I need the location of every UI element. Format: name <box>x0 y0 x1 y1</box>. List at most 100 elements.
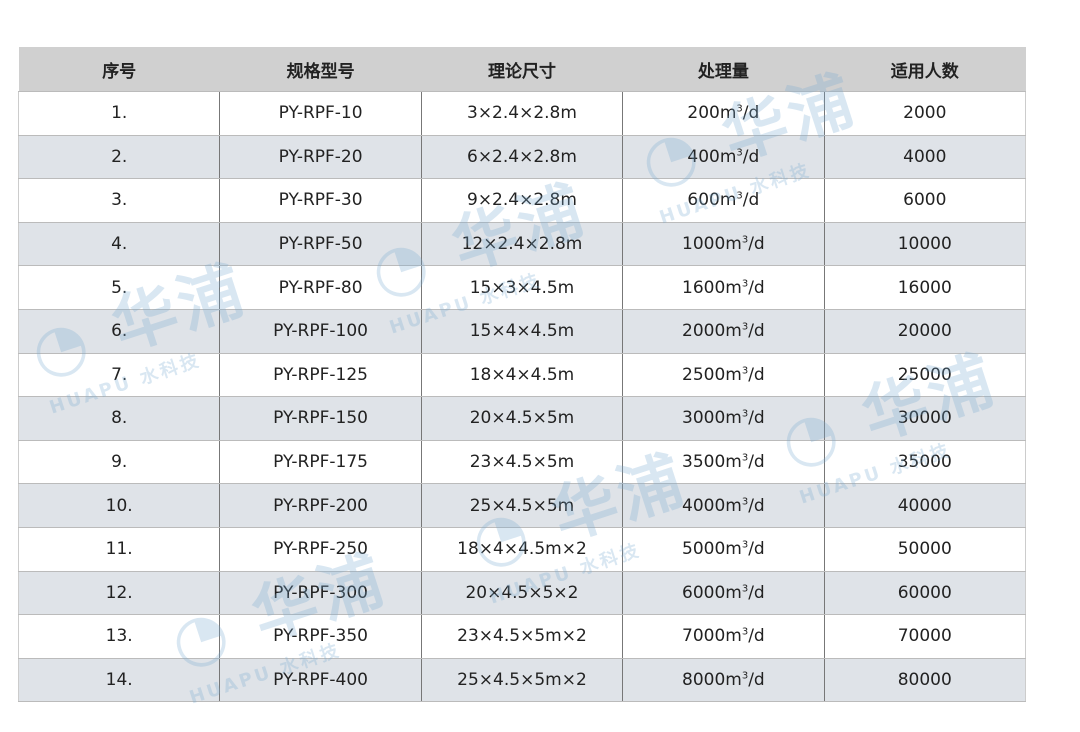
cell-capacity: 400m3/d <box>622 135 825 180</box>
cell-no: 13. <box>17 614 220 659</box>
cell-no: 10. <box>17 483 220 528</box>
cell-no: 8. <box>17 396 220 441</box>
cell-capacity: 8000m3/d <box>622 658 825 703</box>
capacity-value: 7000 <box>682 626 726 647</box>
capacity-value: 4000 <box>682 495 726 516</box>
cell-model: PY-RPF-200 <box>219 483 422 528</box>
cell-model: PY-RPF-100 <box>219 309 422 354</box>
column-header: 理论尺寸 <box>421 47 623 92</box>
capacity-unit: m3/d <box>725 539 765 560</box>
capacity-unit: m3/d <box>725 626 765 647</box>
capacity-unit: m3/d <box>725 670 765 691</box>
cell-people: 25000 <box>823 353 1027 398</box>
capacity-unit: m3/d <box>725 408 765 429</box>
cell-model: PY-RPF-150 <box>219 396 422 441</box>
cell-size: 20×4.5×5×2 <box>420 571 623 616</box>
cell-people: 40000 <box>823 483 1027 528</box>
column-header: 处理量 <box>622 47 825 92</box>
column-header: 规格型号 <box>219 47 422 92</box>
capacity-unit: m3/d <box>725 452 765 473</box>
capacity-value: 1000 <box>682 234 726 255</box>
spec-table: 序号 规格型号 理论尺寸 处理量 适用人数 1. PY-RPF-10 3×2.4×2.8m 2… <box>17 47 1027 703</box>
cell-capacity: 2500m3/d <box>622 353 825 398</box>
cell-capacity: 1000m3/d <box>622 222 825 267</box>
cell-people: 70000 <box>823 614 1027 659</box>
capacity-unit: m3/d <box>725 582 765 603</box>
table-row: 12. PY-RPF-300 20×4.5×5×2 6000m3/d 60000 <box>17 571 1027 616</box>
capacity-unit: m3/d <box>719 146 760 167</box>
capacity-value: 2000 <box>682 321 726 342</box>
capacity-unit: m3/d <box>725 277 765 298</box>
cell-model: PY-RPF-125 <box>219 353 422 398</box>
cell-people: 6000 <box>823 178 1027 223</box>
cell-model: PY-RPF-20 <box>219 135 422 180</box>
table-row: 11. PY-RPF-250 18×4×4.5m×2 5000m3/d 50000 <box>17 527 1027 572</box>
capacity-value: 600 <box>687 190 720 211</box>
cell-no: 6. <box>17 309 220 354</box>
cell-size: 23×4.5×5m <box>420 440 623 485</box>
table-row: 5. PY-RPF-80 15×3×4.5m 1600m3/d 16000 <box>17 265 1027 310</box>
cell-model: PY-RPF-50 <box>219 222 422 267</box>
capacity-unit: m3/d <box>725 364 765 385</box>
cell-people: 30000 <box>823 396 1027 441</box>
cell-capacity: 6000m3/d <box>622 571 825 616</box>
cell-model: PY-RPF-175 <box>219 440 422 485</box>
cell-model: PY-RPF-30 <box>219 178 422 223</box>
cell-size: 3×2.4×2.8m <box>420 91 623 136</box>
cell-people: 16000 <box>823 265 1027 310</box>
cell-capacity: 2000m3/d <box>622 309 825 354</box>
cell-no: 5. <box>17 265 220 310</box>
capacity-value: 6000 <box>682 582 726 603</box>
table-row: 6. PY-RPF-100 15×4×4.5m 2000m3/d 20000 <box>17 309 1027 354</box>
cell-no: 7. <box>17 353 220 398</box>
table-row: 7. PY-RPF-125 18×4×4.5m 2500m3/d 25000 <box>17 353 1027 398</box>
cell-size: 25×4.5×5m×2 <box>420 658 623 703</box>
table-row: 8. PY-RPF-150 20×4.5×5m 3000m3/d 30000 <box>17 396 1027 441</box>
cell-size: 15×4×4.5m <box>420 309 623 354</box>
cell-model: PY-RPF-250 <box>219 527 422 572</box>
capacity-unit: m3/d <box>725 234 765 255</box>
cell-size: 18×4×4.5m <box>420 353 623 398</box>
capacity-value: 200 <box>687 103 720 124</box>
cell-size: 9×2.4×2.8m <box>420 178 623 223</box>
cell-people: 20000 <box>823 309 1027 354</box>
cell-no: 12. <box>17 571 220 616</box>
capacity-value: 400 <box>687 146 720 167</box>
cell-no: 3. <box>17 178 220 223</box>
cell-size: 25×4.5×5m <box>420 483 623 528</box>
capacity-unit: m3/d <box>725 321 765 342</box>
cell-capacity: 3500m3/d <box>622 440 825 485</box>
table-row: 1. PY-RPF-10 3×2.4×2.8m 200m3/d 2000 <box>17 91 1027 136</box>
capacity-unit: m3/d <box>719 103 760 124</box>
table-row: 9. PY-RPF-175 23×4.5×5m 3500m3/d 35000 <box>17 440 1027 485</box>
cell-people: 35000 <box>823 440 1027 485</box>
cell-no: 1. <box>17 91 220 136</box>
cell-people: 4000 <box>823 135 1027 180</box>
table-row: 13. PY-RPF-350 23×4.5×5m×2 7000m3/d 70000 <box>17 614 1027 659</box>
capacity-unit: m3/d <box>719 190 760 211</box>
cell-size: 20×4.5×5m <box>420 396 623 441</box>
cell-model: PY-RPF-300 <box>219 571 422 616</box>
cell-no: 9. <box>17 440 220 485</box>
cell-model: PY-RPF-400 <box>219 658 422 703</box>
capacity-unit: m3/d <box>725 495 765 516</box>
capacity-value: 2500 <box>682 364 726 385</box>
cell-people: 10000 <box>823 222 1027 267</box>
cell-capacity: 7000m3/d <box>622 614 825 659</box>
cell-no: 11. <box>17 527 220 572</box>
table-row: 3. PY-RPF-30 9×2.4×2.8m 600m3/d 6000 <box>17 178 1027 223</box>
column-header: 序号 <box>18 47 220 92</box>
capacity-value: 3500 <box>682 452 726 473</box>
cell-capacity: 200m3/d <box>622 91 825 136</box>
table-row: 4. PY-RPF-50 12×2.4×2.8m 1000m3/d 10000 <box>17 222 1027 267</box>
cell-size: 23×4.5×5m×2 <box>420 614 623 659</box>
capacity-value: 1600 <box>682 277 726 298</box>
table-header-row: 序号 规格型号 理论尺寸 处理量 适用人数 <box>18 47 1026 92</box>
cell-people: 60000 <box>823 571 1027 616</box>
cell-people: 50000 <box>823 527 1027 572</box>
capacity-value: 5000 <box>682 539 726 560</box>
cell-no: 4. <box>17 222 220 267</box>
table-row: 2. PY-RPF-20 6×2.4×2.8m 400m3/d 4000 <box>17 135 1027 180</box>
cell-size: 15×3×4.5m <box>420 265 623 310</box>
column-header: 适用人数 <box>824 47 1026 92</box>
